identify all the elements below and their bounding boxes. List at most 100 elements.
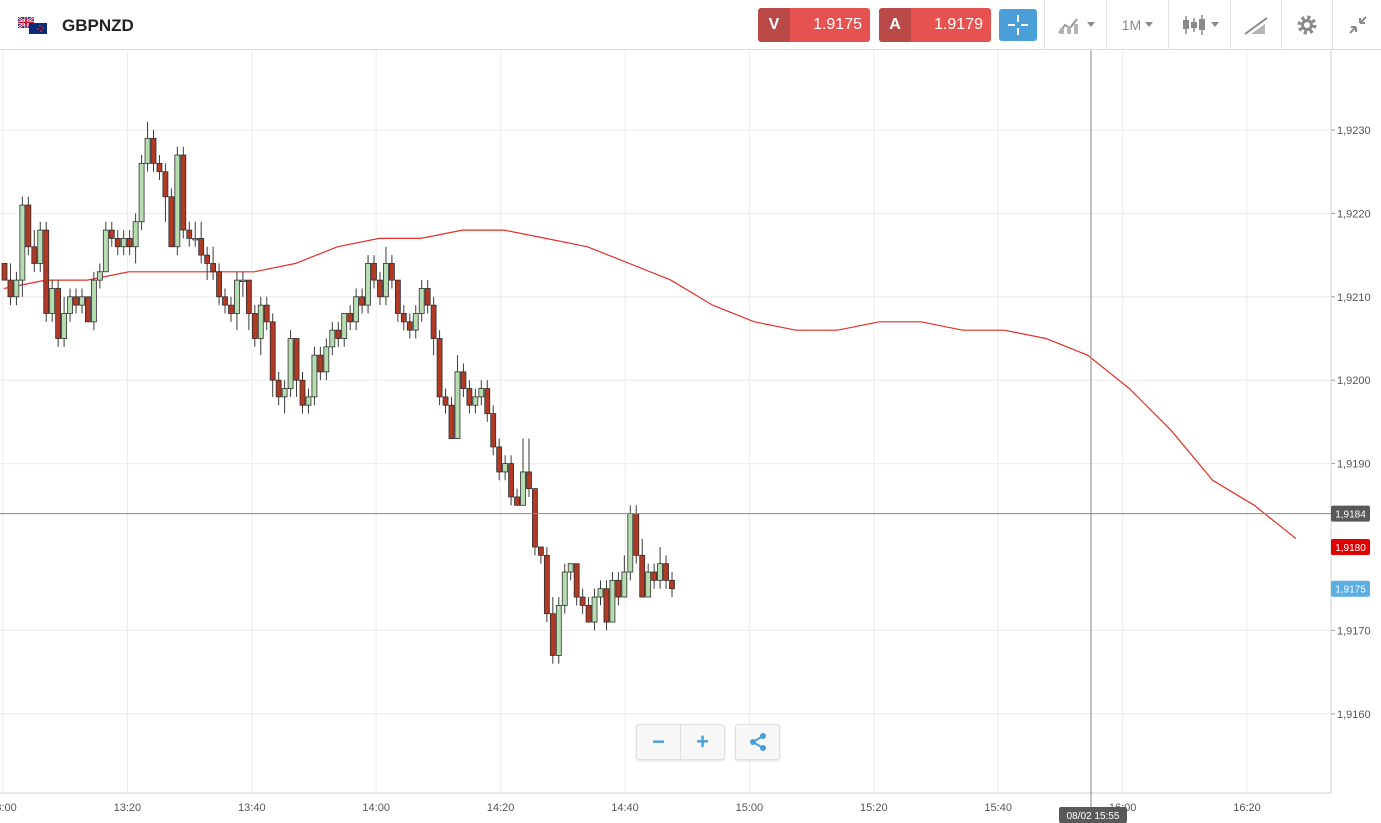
draw-tools-button[interactable] (1230, 0, 1281, 49)
candle-body (627, 513, 634, 573)
candle-body (239, 279, 246, 283)
candle-body (651, 571, 658, 581)
price-chart[interactable]: 13:00 13:20 13:40 14:00 14:20 14:40 15:00 15:20… (0, 50, 1381, 823)
candle-body (454, 371, 461, 439)
candle-body (502, 463, 509, 473)
candle-body (85, 296, 91, 323)
sell-button[interactable]: V 1.9175 (758, 8, 870, 42)
candle-body (645, 571, 652, 598)
chevron-down-icon (1210, 22, 1219, 27)
candle-body (329, 329, 336, 348)
candle-body (19, 204, 26, 281)
candle-body (73, 296, 79, 306)
candle-body (663, 563, 669, 581)
candle-body (520, 471, 526, 506)
candle-body (102, 229, 109, 273)
candle-body (61, 313, 67, 339)
chart-type-button[interactable] (1044, 0, 1106, 49)
candle-body (383, 263, 389, 298)
chart-type-icon (1057, 17, 1078, 34)
candle-body (603, 588, 610, 623)
candle-body (585, 604, 592, 623)
candle-body (436, 338, 443, 398)
share-controls (735, 724, 780, 760)
crosshair-toggle-button[interactable] (999, 9, 1037, 41)
candle-body (633, 513, 640, 556)
price-tag-label: 1,9184 (1335, 510, 1366, 521)
candle-body (228, 304, 234, 314)
candle-body (204, 254, 211, 264)
settings-button[interactable] (1281, 0, 1332, 49)
x-tick-label: 15:20 (860, 802, 888, 814)
sell-label: V (758, 8, 790, 42)
candle-body (293, 338, 300, 381)
candle-body (13, 279, 20, 298)
candle-body (91, 279, 97, 323)
candle-body (162, 171, 169, 198)
share-icon (749, 733, 766, 751)
y-tick-label: 1,9230 (1337, 125, 1371, 137)
candle-body (257, 304, 264, 339)
candle-body (412, 313, 419, 331)
share-button[interactable] (736, 725, 779, 759)
candle-body (579, 596, 586, 606)
uk-nz-flag-icon (18, 17, 47, 34)
x-tick-label: 14:00 (362, 802, 390, 814)
x-tick-label: 13:00 (0, 802, 17, 814)
price-tag-label: 1,9175 (1335, 585, 1366, 596)
candle-body (532, 488, 538, 548)
y-tick-label: 1,9160 (1337, 709, 1371, 721)
candle-body (365, 263, 371, 306)
candle-body (430, 304, 437, 339)
buy-button[interactable]: A 1.9179 (879, 8, 991, 42)
candle-body (615, 579, 622, 598)
candle-body (216, 271, 222, 298)
zoom-controls: − + (636, 724, 725, 760)
candle-body (657, 563, 663, 581)
candle-body (359, 296, 366, 306)
candle-body (543, 554, 550, 615)
candle-body (79, 296, 85, 306)
zoom-in-button[interactable]: + (696, 729, 709, 754)
y-tick-label: 1,9190 (1337, 459, 1371, 471)
candle-body (478, 388, 485, 398)
y-tick-label: 1,9220 (1337, 208, 1371, 220)
candle-body (639, 554, 646, 598)
zoom-out-button[interactable]: − (652, 729, 665, 754)
candle-body (549, 613, 556, 656)
candle-body (597, 588, 604, 598)
candle-body (132, 221, 139, 248)
candle-body (311, 354, 318, 398)
candle-body (466, 388, 473, 406)
candle-body (7, 279, 14, 298)
y-tick-label: 1,9210 (1337, 292, 1371, 304)
chart-background (0, 50, 1381, 823)
candle-body (341, 313, 348, 339)
candle-body (43, 229, 50, 314)
timeframe-selector[interactable]: 1M (1106, 0, 1168, 49)
candle-body (573, 563, 580, 598)
candle-body (490, 413, 497, 448)
candle-body (400, 313, 407, 323)
candle-body (567, 563, 574, 573)
y-tick-label: 1,9170 (1337, 625, 1371, 637)
candle-style-button[interactable] (1168, 0, 1230, 49)
candle-body (120, 238, 127, 248)
x-tick-label: 15:40 (984, 802, 1012, 814)
candle-body (353, 296, 360, 323)
candle-body (669, 579, 675, 590)
candle-body (484, 388, 491, 414)
candles-icon (1182, 14, 1205, 35)
collapse-button[interactable] (1332, 0, 1381, 49)
candle-body (424, 288, 431, 306)
candle-body (275, 379, 282, 398)
candle-body (1, 263, 8, 281)
divider (680, 725, 681, 759)
candle-body (299, 379, 306, 406)
candle-body (96, 271, 103, 281)
collapse-icon (1348, 15, 1367, 34)
candle-body (114, 238, 121, 248)
candle-body (371, 263, 377, 281)
x-tick-label: 13:20 (114, 802, 142, 814)
candle-body (263, 304, 270, 323)
